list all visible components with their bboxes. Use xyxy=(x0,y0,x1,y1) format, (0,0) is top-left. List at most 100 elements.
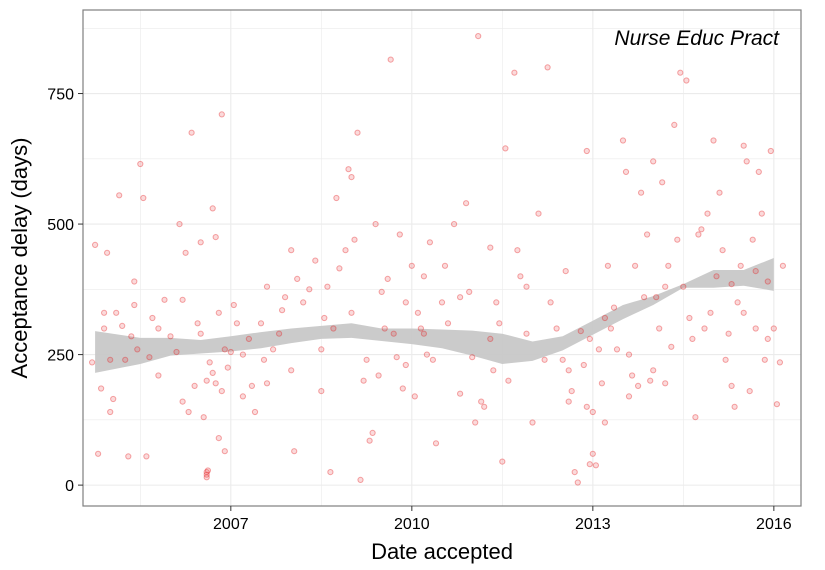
data-point xyxy=(653,294,660,301)
data-point xyxy=(719,247,726,254)
data-point xyxy=(499,458,506,465)
data-point xyxy=(402,361,409,369)
data-point xyxy=(291,448,298,455)
data-point xyxy=(336,265,343,272)
data-point xyxy=(414,309,421,316)
data-point xyxy=(487,244,494,251)
data-point xyxy=(279,307,286,314)
data-point xyxy=(182,249,189,256)
data-point xyxy=(692,414,699,421)
data-point xyxy=(221,448,228,455)
data-point xyxy=(722,356,729,363)
data-point xyxy=(245,335,252,342)
data-point xyxy=(125,453,132,460)
data-point xyxy=(107,408,114,416)
data-point xyxy=(622,168,630,175)
x-tick-label: 2016 xyxy=(756,516,792,533)
data-point xyxy=(553,325,560,332)
data-point xyxy=(514,247,521,254)
data-point xyxy=(740,142,747,149)
data-point xyxy=(155,325,162,332)
data-point xyxy=(698,226,705,233)
data-point xyxy=(270,346,277,353)
data-point xyxy=(749,236,756,243)
data-point xyxy=(632,262,639,269)
data-point xyxy=(662,283,669,290)
data-point xyxy=(300,299,307,306)
data-point xyxy=(294,275,301,282)
data-point xyxy=(212,380,219,387)
data-point xyxy=(218,111,225,118)
data-point xyxy=(197,239,204,246)
data-point xyxy=(149,314,156,322)
data-point xyxy=(432,440,440,447)
data-point xyxy=(203,474,210,481)
data-point xyxy=(288,367,295,374)
data-point xyxy=(607,325,615,332)
data-point xyxy=(505,377,512,384)
smooth-band-layer xyxy=(95,258,774,373)
data-point xyxy=(212,234,219,241)
data-point xyxy=(107,356,114,363)
data-point xyxy=(665,262,672,269)
data-point xyxy=(650,158,657,165)
data-point xyxy=(650,367,657,374)
data-point xyxy=(595,346,603,353)
data-point xyxy=(695,231,702,238)
data-point xyxy=(101,325,108,332)
data-point xyxy=(710,137,717,144)
data-point xyxy=(725,330,732,337)
y-tick-label: 0 xyxy=(65,478,74,495)
data-point xyxy=(746,388,753,395)
data-point xyxy=(619,137,627,144)
data-point xyxy=(372,221,379,228)
data-point xyxy=(408,262,415,269)
data-point xyxy=(369,429,376,436)
data-point xyxy=(321,314,328,322)
data-point xyxy=(260,356,268,363)
data-point xyxy=(716,189,723,196)
data-point xyxy=(583,147,590,155)
data-point xyxy=(420,273,427,280)
data-point xyxy=(683,77,690,84)
data-point xyxy=(387,56,394,63)
data-point xyxy=(221,346,228,353)
data-point xyxy=(333,194,340,202)
data-point xyxy=(677,69,684,76)
data-point xyxy=(206,359,213,366)
smooth-confidence-band xyxy=(95,258,774,373)
data-point xyxy=(324,283,331,290)
data-point xyxy=(493,299,500,306)
x-tick-label: 2007 xyxy=(213,516,249,533)
data-point xyxy=(204,467,211,474)
data-point xyxy=(656,325,663,332)
data-point xyxy=(230,301,237,309)
data-point xyxy=(426,239,433,246)
data-point xyxy=(167,333,174,340)
data-point xyxy=(737,262,744,269)
data-point xyxy=(761,356,768,363)
data-point xyxy=(565,367,572,374)
data-point xyxy=(345,166,352,173)
data-point xyxy=(728,382,735,389)
data-point xyxy=(354,129,361,136)
data-point xyxy=(92,241,99,248)
data-point xyxy=(438,299,446,306)
data-point xyxy=(755,168,762,175)
data-point xyxy=(390,330,397,337)
data-point xyxy=(239,393,246,400)
data-point xyxy=(360,377,367,384)
grid-layer xyxy=(83,10,801,506)
data-point xyxy=(357,476,364,483)
panel-background xyxy=(83,10,801,506)
data-point xyxy=(752,325,759,332)
data-point xyxy=(779,262,787,269)
axis-layer: 2007 2010 2013 2016 0 250 500 750 xyxy=(47,87,791,533)
data-point xyxy=(251,408,259,416)
data-point xyxy=(215,309,222,316)
data-point xyxy=(523,330,530,337)
data-point xyxy=(140,194,147,202)
data-point xyxy=(197,330,204,337)
data-point xyxy=(179,296,186,303)
